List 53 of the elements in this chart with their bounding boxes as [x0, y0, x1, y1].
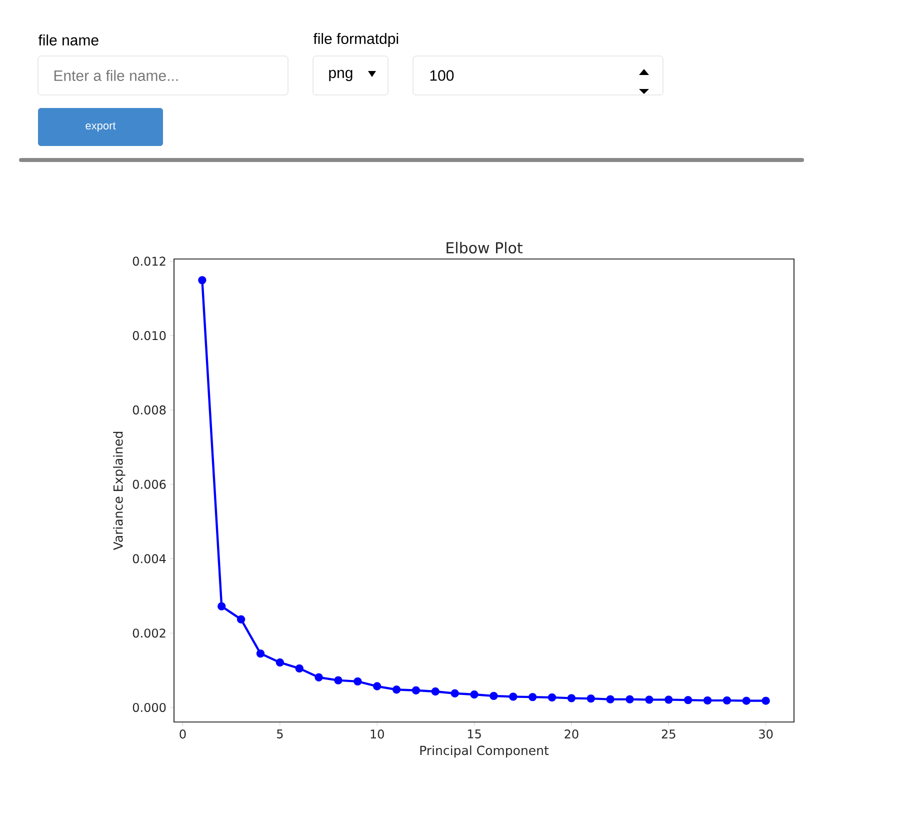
- y-tick-label: 0.012: [132, 256, 166, 266]
- point: [256, 649, 265, 658]
- point: [742, 696, 750, 705]
- y-tick-label: 0.004: [132, 554, 166, 564]
- point: [431, 687, 440, 696]
- point: [567, 694, 576, 702]
- point: [412, 686, 420, 694]
- y-axis-title: Variance Explained: [113, 432, 126, 550]
- point: [392, 686, 401, 694]
- point: [509, 692, 518, 701]
- point: [236, 615, 246, 624]
- point: [606, 695, 614, 704]
- point: [626, 695, 634, 704]
- y-tick-label: 0.002: [132, 628, 166, 638]
- point: [276, 658, 284, 667]
- point: [334, 676, 342, 684]
- chart-title: Elbow Plot: [446, 242, 522, 254]
- text: file formatdpi: [313, 32, 398, 47]
- point: [295, 664, 304, 673]
- y-tick-label: 0.000: [132, 702, 166, 712]
- x-tick-label: 0: [180, 730, 186, 739]
- point: [722, 696, 732, 705]
- x-tick-label: 15: [468, 730, 481, 738]
- point: [450, 689, 459, 698]
- x-tick-label: 20: [564, 730, 578, 739]
- text: png: [329, 70, 352, 82]
- point: [218, 602, 226, 610]
- point: [548, 693, 556, 702]
- x-tick-label: 10: [370, 730, 384, 739]
- point: [490, 692, 498, 700]
- point: [314, 673, 323, 682]
- point: [703, 696, 712, 705]
- text: export: [86, 122, 116, 132]
- y-tick-label: 0.008: [132, 405, 166, 415]
- text: Enter a file name...: [54, 70, 178, 81]
- point: [664, 696, 673, 704]
- x-tick-label: 25: [662, 730, 676, 739]
- point: [470, 690, 478, 699]
- y-tick-label: 0.010: [132, 331, 166, 340]
- point: [354, 677, 362, 686]
- text: 100: [430, 70, 454, 81]
- x-axis-title: Principal Component: [420, 745, 549, 758]
- point: [762, 696, 770, 705]
- point: [198, 276, 206, 284]
- point: [586, 694, 595, 703]
- y-tick-label: 0.006: [132, 480, 166, 489]
- x-tick-label: 30: [759, 730, 773, 739]
- point: [684, 696, 692, 704]
- point: [373, 682, 382, 690]
- text: file name: [38, 34, 98, 46]
- x-tick-label: 5: [277, 730, 283, 738]
- point: [528, 692, 537, 702]
- point: [645, 696, 654, 704]
